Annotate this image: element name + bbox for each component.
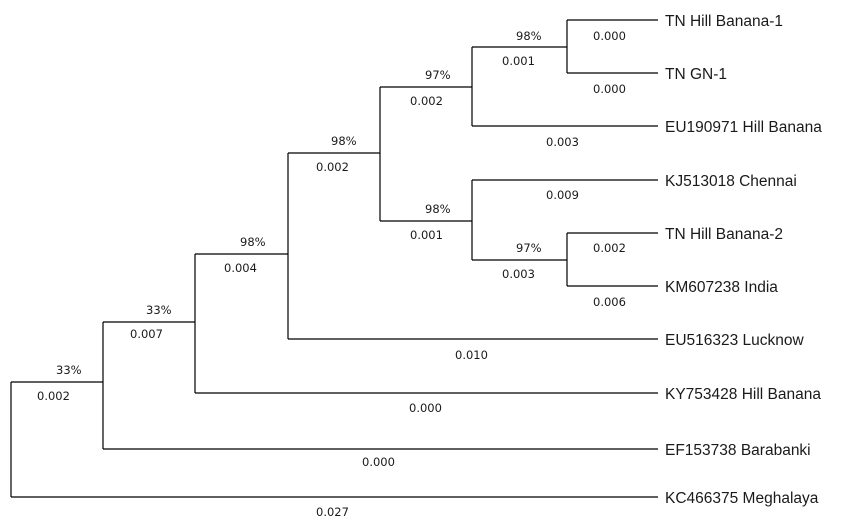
bootstrap-value: 98% [240,235,266,249]
bootstrap-value: 98% [331,134,357,148]
leaf-label: KY753428 Hill Banana [665,386,821,403]
branch-length: 0.001 [502,54,535,68]
bootstrap-value: 97% [516,241,542,255]
leaf-label: TN Hill Banana-2 [665,226,783,243]
branch-length: 0.001 [410,228,443,242]
branch-length: 0.000 [593,82,626,96]
bootstrap-values: 98% 97% 98% 98% 97% 98% 33% 33% [56,29,542,377]
leaf-label: EU516323 Lucknow [665,332,805,349]
branch-length: 0.007 [130,327,163,341]
branch-length: 0.006 [593,295,626,309]
branch-length: 0.010 [455,348,488,362]
branch-length: 0.003 [502,267,535,281]
branch-length: 0.004 [224,261,257,275]
bootstrap-value: 98% [425,202,451,216]
branch-length: 0.009 [546,188,579,202]
branch-length: 0.000 [593,29,626,43]
branch-length: 0.000 [409,401,442,415]
leaf-label: TN GN-1 [665,66,727,83]
branch-length: 0.000 [362,455,395,469]
leaf-label: KJ513018 Chennai [665,173,797,190]
branch-length-values: 0.000 0.001 0.000 0.002 0.003 0.002 0.00… [37,29,626,519]
branch-length: 0.003 [546,135,579,149]
leaf-label: TN Hill Banana-1 [665,13,783,30]
leaf-labels: TN Hill Banana-1 TN GN-1 EU190971 Hill B… [665,13,822,507]
leaf-label: EU190971 Hill Banana [665,119,822,136]
branch-length: 0.002 [316,160,349,174]
tree-branches [10,19,658,498]
leaf-label: KC466375 Meghalaya [665,490,819,507]
bootstrap-value: 33% [56,363,82,377]
branch-length: 0.002 [593,241,626,255]
branch-length: 0.027 [316,505,349,519]
bootstrap-value: 33% [146,303,172,317]
leaf-label: KM607238 India [665,279,778,296]
bootstrap-value: 97% [425,68,451,82]
branch-length: 0.002 [410,94,443,108]
branch-length: 0.002 [37,389,70,403]
leaf-label: EF153738 Barabanki [665,442,811,459]
bootstrap-value: 98% [516,29,542,43]
